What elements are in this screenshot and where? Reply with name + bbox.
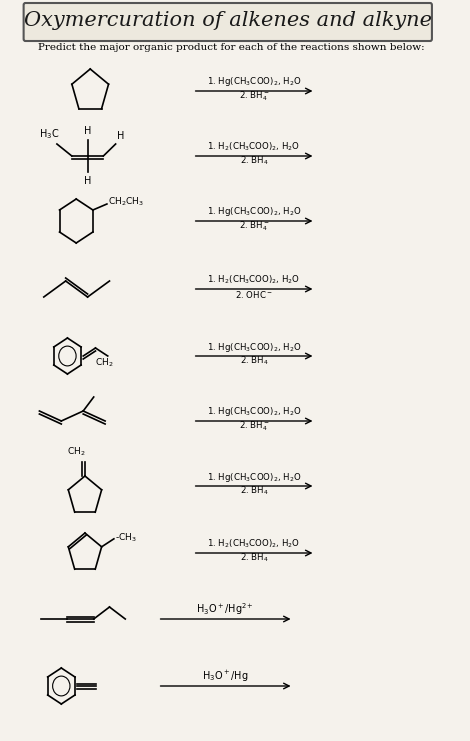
Text: 1. Hg(CH$_3$COO)$_2$, H$_2$O: 1. Hg(CH$_3$COO)$_2$, H$_2$O [207, 76, 301, 88]
Text: 1. H$_2$(CH$_3$COO)$_2$, H$_2$O: 1. H$_2$(CH$_3$COO)$_2$, H$_2$O [207, 273, 301, 286]
Text: 1. Hg(CH$_3$COO)$_2$, H$_2$O: 1. Hg(CH$_3$COO)$_2$, H$_2$O [207, 205, 301, 219]
Text: 2. BH$_4$: 2. BH$_4$ [240, 155, 268, 167]
Text: Predict the major organic product for each of the reactions shown below:: Predict the major organic product for ea… [38, 44, 424, 53]
Text: 1. H$_2$(CH$_3$COO)$_2$, H$_2$O: 1. H$_2$(CH$_3$COO)$_2$, H$_2$O [207, 141, 301, 153]
Text: 2. BH$_4^-$: 2. BH$_4^-$ [239, 89, 270, 103]
Text: H: H [84, 176, 91, 186]
Text: H$_3$C: H$_3$C [39, 127, 59, 141]
Text: -CH$_3$: -CH$_3$ [115, 531, 137, 544]
Text: Oxymercuration of alkenes and alkyne: Oxymercuration of alkenes and alkyne [24, 12, 432, 30]
Text: 1. H$_2$(CH$_3$COO)$_2$, H$_2$O: 1. H$_2$(CH$_3$COO)$_2$, H$_2$O [207, 538, 301, 551]
FancyBboxPatch shape [24, 3, 432, 41]
Text: H$_3$O$^+$/Hg: H$_3$O$^+$/Hg [202, 668, 248, 683]
Text: 1. Hg(CH$_3$COO)$_2$, H$_2$O: 1. Hg(CH$_3$COO)$_2$, H$_2$O [207, 341, 301, 353]
Text: 2. OHC$^-$: 2. OHC$^-$ [235, 288, 273, 299]
Text: H: H [117, 131, 125, 141]
Text: H$_3$O$^+$/Hg$^{2+}$: H$_3$O$^+$/Hg$^{2+}$ [196, 601, 254, 617]
Text: 1. Hg(CH$_3$COO)$_2$, H$_2$O: 1. Hg(CH$_3$COO)$_2$, H$_2$O [207, 471, 301, 483]
Text: CH$_2$: CH$_2$ [67, 445, 86, 458]
Text: 2. BH$_4$: 2. BH$_4$ [240, 485, 268, 497]
Text: 2. BH$_4^-$: 2. BH$_4^-$ [239, 419, 270, 433]
Text: 2. BH$_4$: 2. BH$_4$ [240, 355, 268, 368]
Text: 1. Hg(CH$_3$COO)$_2$, H$_2$O: 1. Hg(CH$_3$COO)$_2$, H$_2$O [207, 405, 301, 419]
Text: 2. BH$_4$: 2. BH$_4$ [240, 552, 268, 564]
Text: CH$_2$CH$_3$: CH$_2$CH$_3$ [108, 196, 144, 208]
Text: CH$_2$: CH$_2$ [95, 356, 114, 369]
Text: H: H [84, 126, 91, 136]
Text: 2. BH$_4^-$: 2. BH$_4^-$ [239, 219, 270, 233]
